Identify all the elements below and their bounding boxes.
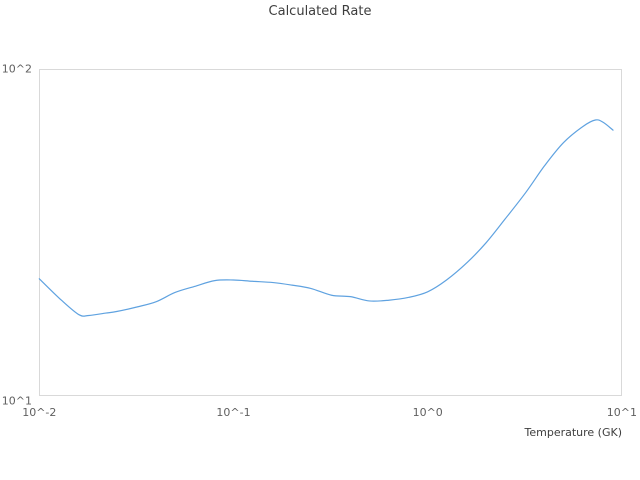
x-tick-label: 10^-2 — [22, 406, 57, 419]
x-tick-label: 10^-1 — [216, 406, 251, 419]
x-axis-title: Temperature (GK) — [524, 426, 623, 439]
chart-title: Calculated Rate — [268, 4, 372, 19]
plot-area — [39, 69, 622, 396]
x-tick-label: 10^1 — [606, 406, 637, 419]
y-tick-label: 10^2 — [1, 62, 32, 76]
x-tick-label: 10^0 — [412, 406, 443, 419]
y-tick-label: 10^1 — [1, 394, 32, 408]
